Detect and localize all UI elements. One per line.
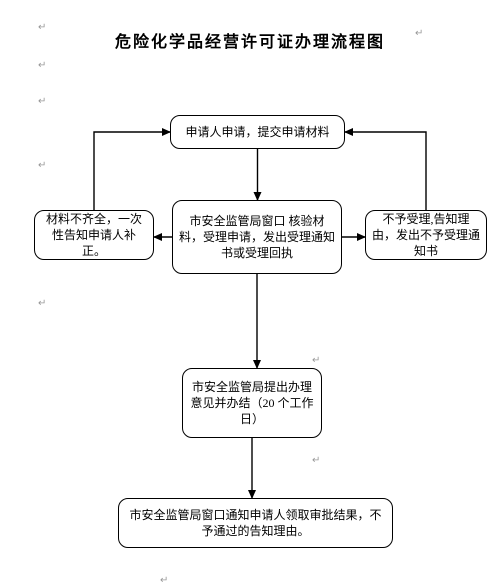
flow-node-n3: 材料不齐全，一次性告知申请人补正。	[34, 210, 154, 260]
paragraph-mark: ↵	[38, 96, 46, 107]
paragraph-mark: ↵	[38, 160, 46, 171]
paragraph-mark: ↵	[312, 455, 320, 466]
flow-node-n2: 市安全监管局窗口 核验材料，受理申请，发出受理通知书或受理回执	[172, 200, 342, 274]
paragraph-mark: ↵	[38, 298, 46, 309]
flow-node-n1: 申请人申请，提交申请材料	[170, 115, 345, 149]
paragraph-mark: ↵	[415, 28, 423, 39]
paragraph-mark: ↵	[160, 575, 168, 586]
flowchart-title: 危险化学品经营许可证办理流程图	[0, 28, 500, 52]
flow-node-n4: 不予受理,告知理由，发出不予受理通知书	[365, 210, 487, 260]
paragraph-mark: ↵	[312, 355, 320, 366]
flow-node-n5: 市安全监管局提出办理意见并办结（20 个工作日）	[182, 368, 322, 438]
paragraph-mark: ↵	[38, 22, 46, 33]
paragraph-mark: ↵	[38, 60, 46, 71]
flow-node-n6: 市安全监管局窗口通知申请人领取审批结果，不予通过的告知理由。	[118, 498, 393, 548]
